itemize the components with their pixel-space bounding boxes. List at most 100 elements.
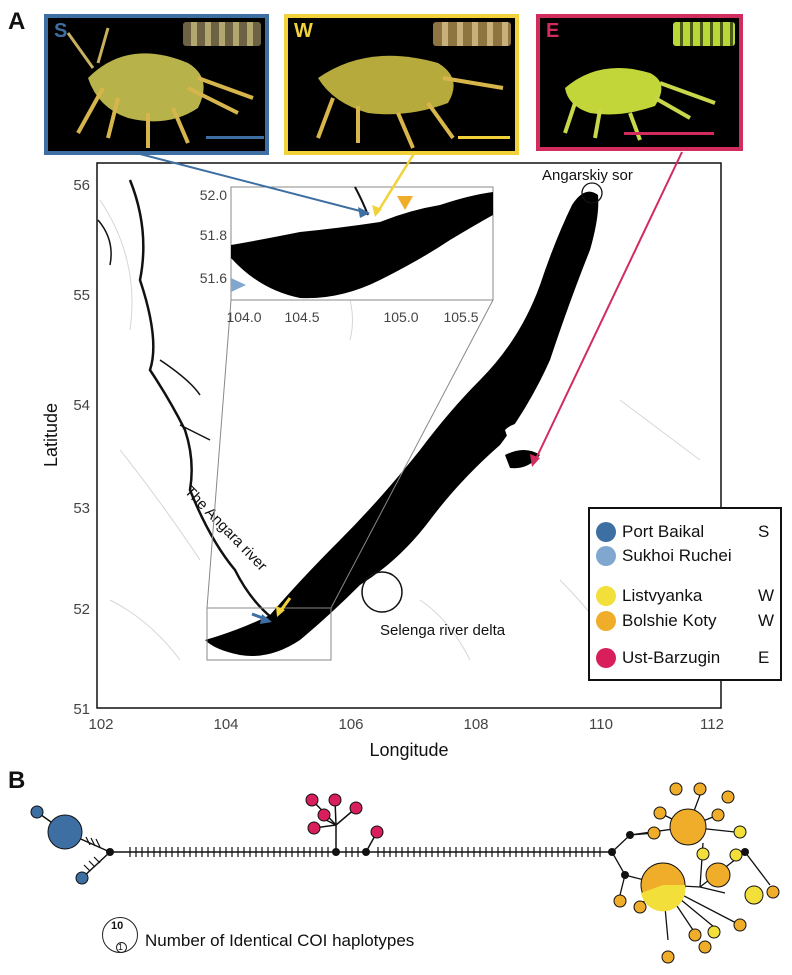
photo-panel-s: S xyxy=(44,14,269,155)
pointer-arrow-s xyxy=(139,153,369,214)
angarskiy-sor-marker xyxy=(581,182,603,204)
haplotype-node xyxy=(733,825,747,839)
inset-tick-label: 51.6 xyxy=(200,270,227,286)
haplotype-node xyxy=(766,885,780,899)
haplotype-node xyxy=(698,940,712,954)
scale-bar xyxy=(458,136,510,139)
haplotype-node xyxy=(721,790,735,804)
amphipod-illustration xyxy=(316,55,504,149)
median-vector xyxy=(626,831,634,839)
y-tick-label: 55 xyxy=(73,287,90,304)
angarskiy-sor-label: Angarskiy sor xyxy=(542,167,633,184)
inset-tick-label: 104.0 xyxy=(226,309,261,325)
median-vector xyxy=(621,871,629,879)
haplotype-node xyxy=(349,801,363,815)
haplotype-size-label: Number of Identical COI haplotypes xyxy=(145,931,415,950)
photo-panel-w: W xyxy=(284,14,519,155)
haplotype-node xyxy=(661,950,675,964)
x-axis-title: Longitude xyxy=(369,740,448,760)
size-key-large-count: 10 xyxy=(111,920,124,932)
body-pattern-inset xyxy=(673,22,735,46)
x-axis-ticks: 102 104 106 108 110 112 xyxy=(88,716,723,733)
inset-tick-label: 51.8 xyxy=(200,227,227,243)
legend-item-port-baikal: Port Baikal xyxy=(596,521,704,543)
legend-code: W xyxy=(758,611,775,630)
site-arrowhead-w xyxy=(276,606,285,617)
legend-swatch xyxy=(596,546,616,566)
legend-label: Bolshie Koty xyxy=(622,611,717,630)
legend-swatch xyxy=(596,611,616,631)
amphipod-illustration xyxy=(66,27,254,148)
median-vector xyxy=(106,848,114,856)
photo-panel-e: E xyxy=(536,14,743,151)
haplotype-node xyxy=(305,793,319,807)
legend-label: Port Baikal xyxy=(622,522,705,541)
haplotype-node xyxy=(317,808,331,822)
haplotype-node xyxy=(705,862,731,888)
haplotype-node xyxy=(707,925,721,939)
pointer-arrow-w xyxy=(375,151,417,214)
haplotype-node xyxy=(370,825,384,839)
y-tick-label: 56 xyxy=(73,177,90,194)
haplotype-network xyxy=(30,782,780,964)
legend-swatch xyxy=(596,648,616,668)
median-vector xyxy=(362,848,370,856)
legend-label: Listvyanka xyxy=(622,586,703,605)
zoom-connector xyxy=(330,299,494,609)
legend-item-bolshie-koty: Bolshie Koty xyxy=(596,610,717,632)
legend-label: Sukhoi Ruchei xyxy=(622,546,732,565)
legend-code: E xyxy=(758,648,770,667)
haplotype-node xyxy=(30,805,44,819)
olkhon-island-gap xyxy=(505,423,530,445)
haplotype-node xyxy=(733,918,747,932)
pointer-arrow-e xyxy=(533,151,683,464)
inset-tick-label: 105.0 xyxy=(383,309,418,325)
legend-item-sukhoi-ruchei: Sukhoi Ruchei xyxy=(596,545,732,567)
photo-label-w: W xyxy=(294,20,313,42)
zoom-region-box xyxy=(206,607,332,661)
x-tick-label: 110 xyxy=(589,716,613,733)
legend-code: S xyxy=(758,522,770,541)
haplotype-node xyxy=(696,847,710,861)
arrowhead-e xyxy=(530,454,540,467)
haplotype-node xyxy=(633,900,647,914)
median-vector xyxy=(741,848,749,856)
zoom-connector xyxy=(206,299,232,609)
haplotype-node xyxy=(729,848,743,862)
x-tick-label: 112 xyxy=(700,716,724,733)
scale-bar xyxy=(624,132,714,135)
panel-label-a: A xyxy=(8,8,26,35)
panel-label-b: B xyxy=(8,767,26,794)
inset-tick-label: 105.5 xyxy=(443,309,478,325)
legend-swatch xyxy=(596,586,616,606)
amphipod-illustration xyxy=(563,68,716,141)
x-tick-label: 108 xyxy=(463,716,488,733)
selenga-delta-marker xyxy=(361,571,403,613)
haplotype-node xyxy=(647,826,661,840)
body-pattern-inset xyxy=(183,22,261,46)
inset-marker-sukhoi-ruchei xyxy=(231,278,246,292)
haplotype-node xyxy=(744,885,764,905)
haplotype-size-key: 10 1 xyxy=(102,917,138,953)
river-tributary xyxy=(97,219,211,441)
legend-item-ust-barzugin: Ust-Barzugin xyxy=(596,647,720,669)
inset-y-ticks: 51.6 51.8 52.0 xyxy=(200,187,227,286)
inset-tick-label: 104.5 xyxy=(284,309,319,325)
mutation-ticks xyxy=(129,847,601,857)
haplotype-node xyxy=(669,782,683,796)
lake-baikal xyxy=(205,191,599,656)
x-tick-label: 106 xyxy=(338,716,363,733)
median-vector xyxy=(332,848,340,856)
haplotype-node xyxy=(307,821,321,835)
x-tick-label: 104 xyxy=(213,716,238,733)
site-arrowhead-s xyxy=(260,614,272,624)
inset-x-ticks: 104.0 104.5 105.0 105.5 xyxy=(226,309,478,325)
site-legend: Port Baikal S Sukhoi Ruchei Listvyanka W… xyxy=(588,507,782,681)
inset-lake xyxy=(231,192,493,299)
legend-swatch xyxy=(596,522,616,542)
photo-label-e: E xyxy=(546,20,560,42)
legend-code: W xyxy=(758,586,775,605)
selenga-delta-label: Selenga river delta xyxy=(380,622,506,639)
haplotype-node xyxy=(47,814,83,850)
inset-marker-bolshie-koty xyxy=(397,196,413,210)
